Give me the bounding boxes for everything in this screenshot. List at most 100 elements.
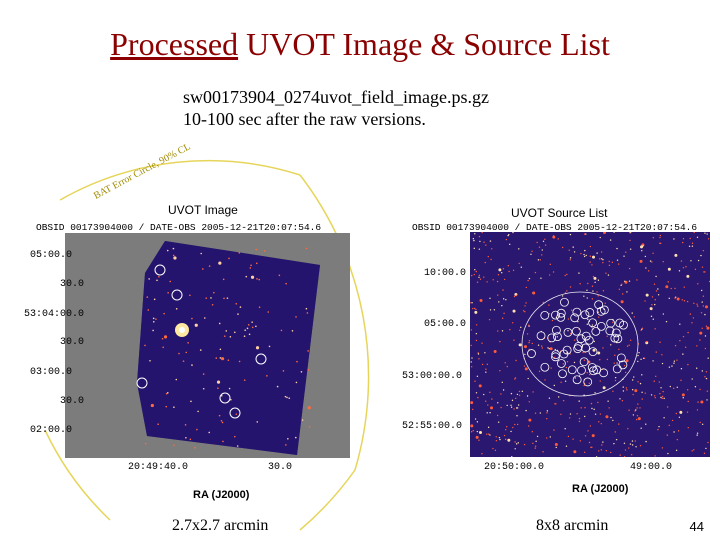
star (202, 387, 205, 390)
star (586, 289, 588, 292)
left-ytick-1: 05:00.0 (30, 250, 73, 261)
star (470, 431, 473, 433)
star (549, 263, 552, 266)
star (623, 365, 626, 367)
star (629, 248, 632, 250)
star (223, 335, 226, 337)
star (673, 387, 675, 390)
star (618, 288, 621, 290)
star (590, 402, 593, 405)
star (686, 411, 689, 413)
star (478, 276, 480, 279)
source-marker (571, 326, 581, 336)
star (471, 274, 473, 277)
star (650, 315, 653, 318)
star (470, 344, 472, 347)
star (685, 266, 687, 268)
subtitle: sw00173904_0274uvot_field_image.ps.gz 10… (183, 86, 489, 130)
left-xtick-1: 20:49:40.0 (128, 462, 189, 473)
star (692, 317, 695, 319)
star (502, 268, 505, 270)
star (622, 386, 624, 388)
source-marker (136, 377, 148, 389)
star (476, 281, 479, 283)
star (161, 337, 164, 340)
star (532, 442, 534, 445)
star (513, 408, 515, 410)
star (550, 367, 552, 369)
star (288, 397, 291, 400)
star (649, 260, 652, 262)
star (636, 279, 638, 281)
star (199, 349, 202, 351)
star (534, 445, 537, 447)
star (598, 450, 600, 452)
star (702, 295, 705, 297)
star (556, 336, 559, 338)
source-marker (588, 318, 597, 328)
star (202, 373, 205, 375)
star (506, 365, 508, 368)
star (535, 440, 537, 443)
star (597, 311, 599, 313)
star (308, 425, 311, 428)
star (470, 366, 473, 368)
star (647, 270, 650, 272)
source-marker (584, 335, 594, 345)
star (693, 232, 695, 234)
source-marker (611, 328, 621, 338)
star (583, 295, 585, 297)
star (478, 430, 482, 434)
star (682, 397, 684, 399)
star (513, 339, 515, 341)
star (691, 450, 693, 452)
star (613, 232, 615, 233)
source-marker (592, 365, 602, 375)
star (493, 309, 496, 311)
star (595, 456, 598, 457)
right-ytick-3: 53:00:00.0 (402, 371, 463, 382)
star (591, 285, 594, 287)
star (169, 280, 172, 283)
star (531, 250, 533, 253)
star (306, 312, 309, 314)
star (589, 261, 591, 263)
star (553, 429, 555, 431)
left-ytick-4: 30.0 (60, 337, 85, 348)
star (147, 309, 150, 311)
star (222, 440, 224, 443)
star (544, 238, 546, 241)
star (629, 339, 632, 342)
star (515, 294, 517, 297)
star (696, 236, 699, 238)
star (640, 245, 644, 249)
star (536, 435, 539, 438)
star (251, 326, 254, 329)
star (679, 323, 681, 325)
star (696, 409, 699, 411)
star (485, 400, 487, 402)
star (602, 259, 604, 261)
star (636, 418, 638, 421)
star (639, 259, 643, 263)
star (693, 449, 695, 451)
star (485, 368, 487, 370)
star (623, 456, 626, 457)
star (223, 297, 225, 300)
star (600, 258, 603, 260)
star (211, 303, 214, 306)
star (639, 444, 642, 447)
source-marker (556, 312, 566, 322)
star (499, 340, 501, 343)
star (657, 428, 659, 431)
right-panel-header: OBSID 00173904000 / DATE-OBS 2005-12-21T… (412, 222, 698, 233)
star (484, 261, 486, 264)
star (258, 278, 261, 281)
star (552, 271, 555, 273)
star (613, 362, 615, 364)
star (607, 400, 609, 402)
star (704, 347, 707, 350)
star (605, 272, 607, 274)
star (696, 434, 698, 436)
star (493, 349, 497, 353)
